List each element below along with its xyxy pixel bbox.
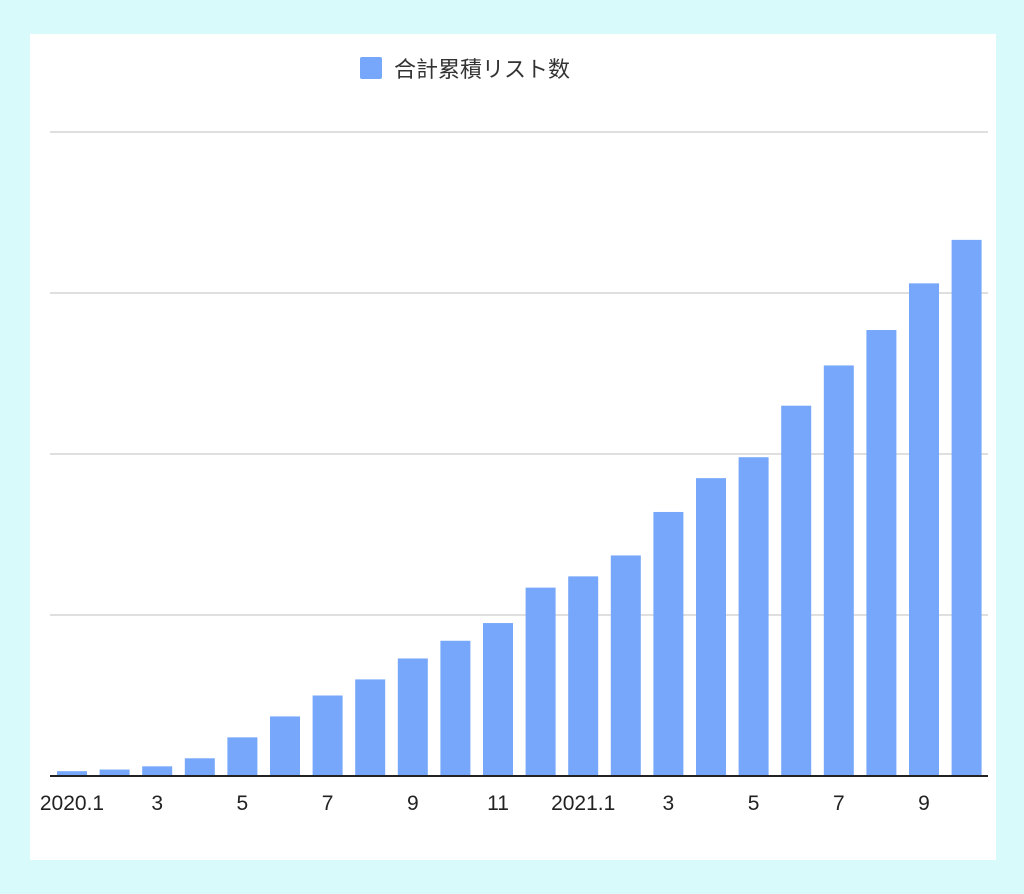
bar-chart: 2020.1 3 5 7 9 11 2021.1 3 5 7 9 (40, 131, 988, 815)
bar-1 (57, 771, 87, 776)
legend-swatch (360, 57, 382, 79)
chart-panel: 合計累積リスト数 2020.1 3 5 7 9 11 2021.1 3 5 7 9 (30, 34, 996, 860)
x-tick-label: 2021.1 (551, 792, 615, 815)
bar-19 (823, 365, 854, 776)
bar-5 (227, 737, 258, 776)
x-tick-label: 5 (748, 792, 760, 815)
x-tick-label: 3 (151, 792, 163, 815)
bar-16 (696, 478, 726, 776)
x-tick-label: 9 (918, 792, 930, 815)
x-tick-label: 11 (487, 792, 509, 815)
bar-8 (355, 679, 386, 776)
x-tick-label: 7 (833, 792, 845, 815)
bar-6 (270, 716, 300, 776)
bar-21 (909, 283, 939, 776)
bar-4 (184, 758, 215, 776)
bar-22 (951, 239, 982, 776)
x-tick-label: 5 (237, 792, 249, 815)
bar-18 (781, 405, 812, 776)
bar-9 (397, 658, 428, 776)
x-tick-label: 2020.1 (40, 792, 104, 815)
bar-15 (653, 511, 684, 776)
bar-10 (440, 640, 471, 776)
bar-3 (142, 766, 173, 776)
legend: 合計累積リスト数 (360, 54, 571, 83)
bar-2 (99, 769, 130, 776)
bar-20 (866, 330, 897, 776)
legend-label: 合計累積リスト数 (394, 58, 571, 83)
x-tick-label: 7 (322, 792, 334, 815)
x-tick-label: 3 (663, 792, 675, 815)
bar-14 (610, 555, 641, 776)
bar-11 (483, 623, 513, 776)
bar-12 (525, 587, 556, 776)
bar-7 (312, 695, 343, 776)
bar-13 (568, 576, 599, 776)
x-tick-label: 9 (407, 792, 419, 815)
bar-17 (738, 457, 769, 776)
